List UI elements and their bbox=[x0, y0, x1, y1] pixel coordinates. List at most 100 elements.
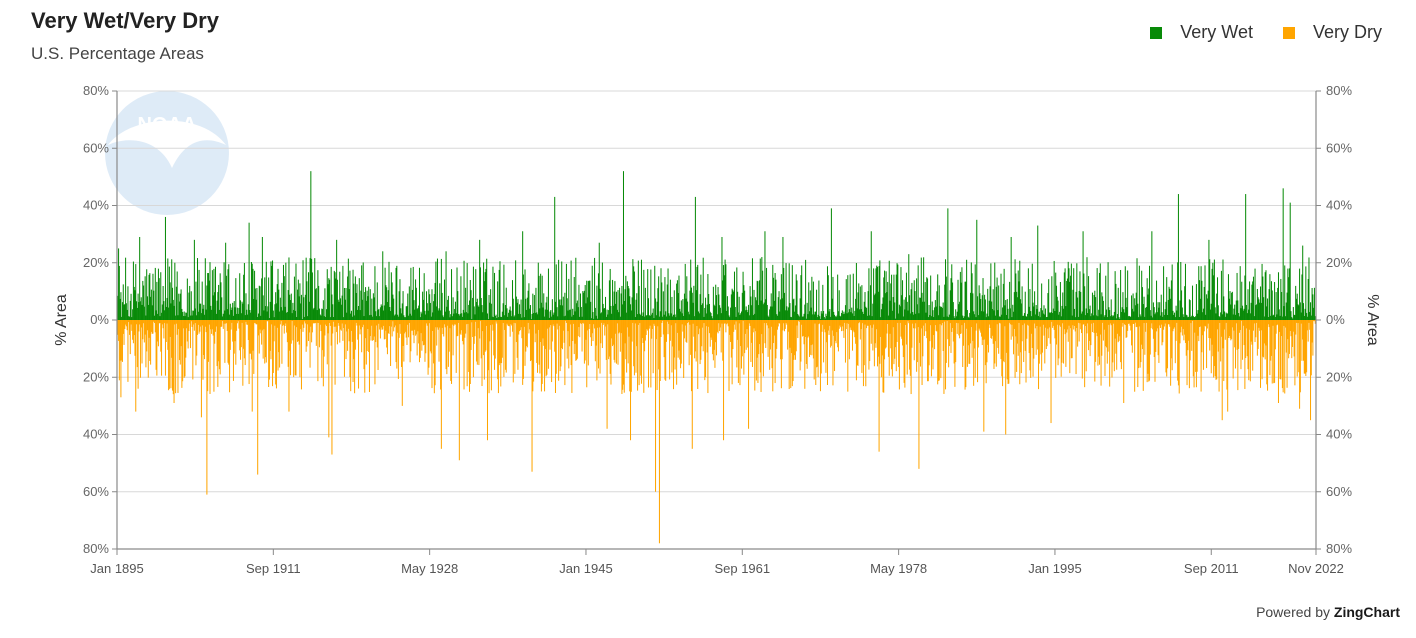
bar-very-wet bbox=[767, 315, 769, 320]
bar-very-dry bbox=[449, 320, 451, 329]
bar-very-wet bbox=[265, 306, 267, 320]
bar-very-wet bbox=[619, 287, 621, 320]
bar-very-dry bbox=[844, 320, 846, 323]
bar-very-wet bbox=[1157, 302, 1159, 320]
legend-item-very-wet[interactable]: Very Wet bbox=[1150, 22, 1253, 43]
bar-very-dry bbox=[216, 320, 218, 367]
bar-very-dry bbox=[1032, 320, 1034, 377]
bar-very-wet bbox=[598, 242, 600, 320]
bar-very-dry bbox=[776, 320, 778, 349]
bar-very-wet bbox=[454, 301, 456, 320]
bar-very-wet bbox=[603, 308, 605, 320]
bar-very-dry bbox=[1254, 320, 1256, 343]
bar-very-dry bbox=[1020, 320, 1022, 353]
bar-very-dry bbox=[607, 320, 609, 325]
bar-very-dry bbox=[551, 320, 553, 383]
bar-very-dry bbox=[362, 320, 364, 325]
bar-very-wet bbox=[856, 308, 858, 320]
bar-very-dry bbox=[357, 320, 359, 340]
powered-by-link[interactable]: Powered by ZingChart bbox=[1256, 604, 1400, 620]
bar-very-dry bbox=[340, 320, 342, 330]
bar-very-wet bbox=[596, 285, 598, 320]
bar-very-dry bbox=[823, 320, 825, 330]
bar-very-dry bbox=[579, 320, 582, 324]
bar-very-dry bbox=[189, 320, 191, 324]
bar-very-dry bbox=[711, 320, 713, 340]
bar-very-wet bbox=[1217, 277, 1219, 320]
bar-very-dry bbox=[715, 320, 718, 356]
bar-very-dry bbox=[1151, 320, 1153, 324]
bar-very-dry bbox=[798, 320, 800, 322]
bar-very-dry bbox=[1174, 320, 1176, 364]
bar-very-dry bbox=[952, 320, 954, 342]
bar-very-wet bbox=[163, 301, 165, 320]
bar-very-dry bbox=[1016, 320, 1018, 372]
bar-very-dry bbox=[666, 320, 668, 322]
bar-very-dry bbox=[1302, 320, 1304, 340]
bar-very-dry bbox=[1124, 320, 1126, 325]
bar-very-wet bbox=[225, 242, 227, 320]
bar-very-wet bbox=[828, 311, 830, 320]
bar-very-dry bbox=[752, 320, 754, 333]
bar-very-wet bbox=[162, 286, 164, 320]
bar-very-wet bbox=[573, 277, 575, 320]
bar-very-wet bbox=[1306, 312, 1308, 320]
bar-very-dry bbox=[1285, 320, 1287, 328]
bar-very-dry bbox=[280, 320, 282, 322]
legend-item-very-dry[interactable]: Very Dry bbox=[1282, 22, 1382, 43]
bar-very-dry bbox=[139, 320, 141, 325]
bar-very-dry bbox=[526, 320, 528, 346]
bar-very-wet bbox=[683, 293, 685, 320]
bar-very-wet bbox=[129, 316, 131, 320]
bar-very-wet bbox=[533, 295, 535, 320]
bar-very-dry bbox=[160, 320, 162, 352]
bar-very-dry bbox=[804, 320, 806, 389]
bar-very-wet bbox=[678, 275, 680, 320]
bar-very-dry bbox=[1165, 320, 1167, 373]
bar-very-wet bbox=[411, 289, 413, 320]
bar-very-dry bbox=[625, 320, 627, 360]
bar-very-dry bbox=[446, 320, 448, 375]
bar-very-dry bbox=[598, 320, 600, 328]
bar-very-dry bbox=[998, 320, 1000, 354]
bar-very-dry bbox=[413, 320, 415, 344]
bar-very-wet bbox=[1209, 259, 1211, 320]
bar-very-wet bbox=[674, 314, 676, 320]
bar-very-dry bbox=[414, 320, 416, 330]
bar-very-wet bbox=[718, 294, 720, 320]
bar-very-dry bbox=[626, 320, 628, 328]
bar-very-dry bbox=[851, 320, 854, 351]
bar-very-wet bbox=[1218, 315, 1220, 320]
bar-very-wet bbox=[275, 303, 277, 320]
bar-very-dry bbox=[268, 320, 270, 387]
bar-very-wet bbox=[1213, 259, 1215, 320]
bar-very-dry bbox=[164, 320, 166, 324]
bar-very-wet bbox=[406, 306, 408, 320]
bar-very-dry bbox=[1003, 320, 1005, 363]
bar-very-wet bbox=[652, 308, 654, 320]
bar-very-wet bbox=[370, 314, 372, 320]
bar-very-wet bbox=[243, 263, 245, 320]
bar-very-dry bbox=[290, 320, 292, 376]
bar-very-wet bbox=[551, 316, 553, 320]
bar-very-wet bbox=[146, 269, 148, 320]
bar-very-dry bbox=[1014, 320, 1016, 378]
bar-very-wet bbox=[168, 307, 170, 320]
bar-very-dry bbox=[632, 320, 634, 323]
bar-very-wet bbox=[346, 312, 348, 320]
bar-very-dry bbox=[418, 320, 420, 363]
bar-very-dry bbox=[368, 320, 370, 392]
bar-very-dry bbox=[643, 320, 645, 393]
bar-very-dry bbox=[827, 320, 829, 331]
bar-very-dry bbox=[308, 320, 310, 333]
bar-very-wet bbox=[602, 303, 604, 320]
bar-very-wet bbox=[333, 317, 335, 320]
bar-very-dry bbox=[1063, 320, 1065, 364]
bar-very-wet bbox=[491, 316, 493, 320]
bar-very-wet bbox=[397, 316, 399, 320]
bar-very-wet bbox=[948, 317, 950, 320]
bar-very-dry bbox=[685, 320, 687, 342]
bar-very-wet bbox=[942, 302, 944, 320]
bar-very-wet bbox=[848, 312, 850, 320]
bar-very-dry bbox=[482, 320, 484, 332]
